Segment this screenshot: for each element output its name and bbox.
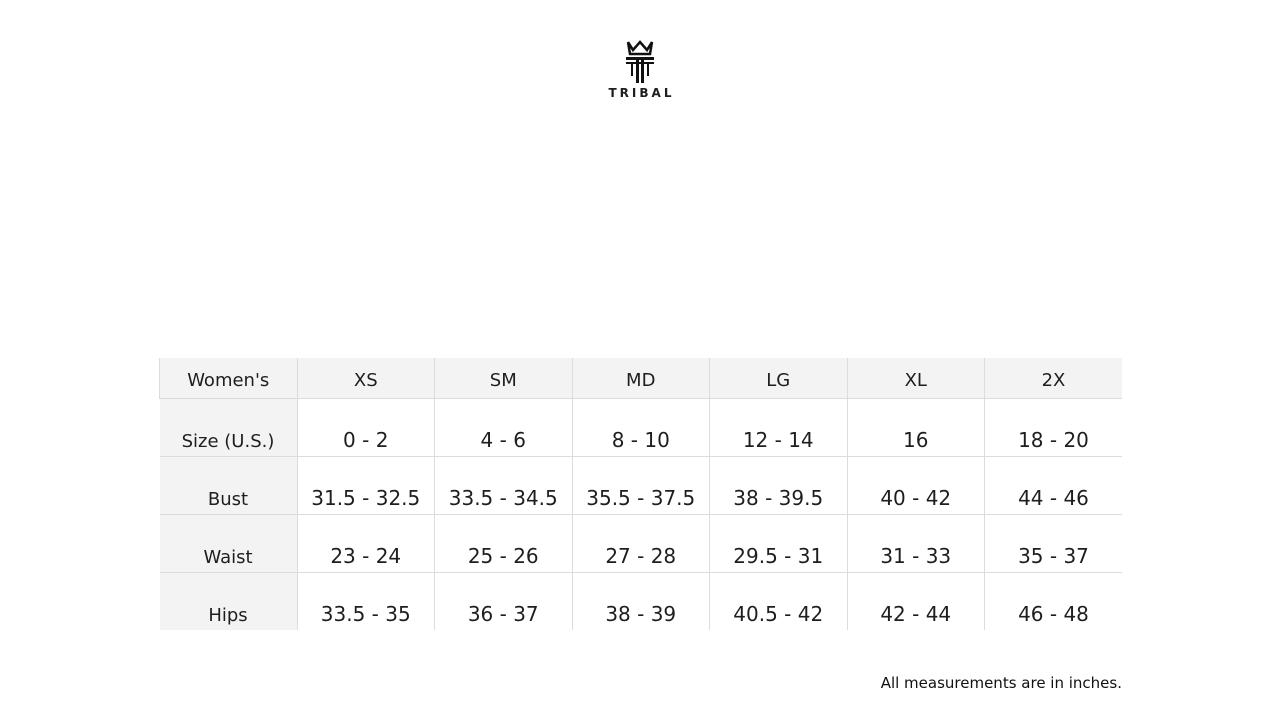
table-row: Hips 33.5 - 35 36 - 37 38 - 39 40.5 - 42 42 -… <box>159 572 1122 630</box>
table-cell: 31.5 - 32.5 <box>296 456 435 515</box>
table-cell: 4 - 6 <box>434 398 573 457</box>
row-label: Waist <box>159 514 298 573</box>
table-cell: 40.5 - 42 <box>709 572 848 630</box>
table-cell: 40 - 42 <box>846 456 985 515</box>
table-cell: 25 - 26 <box>434 514 573 573</box>
table-cell: 12 - 14 <box>709 398 848 457</box>
row-label: Size (U.S.) <box>159 398 298 457</box>
table-row: Waist 23 - 24 25 - 26 27 - 28 29.5 - 31 31 - … <box>159 514 1122 573</box>
table-cell: 33.5 - 34.5 <box>434 456 573 515</box>
table-cell: 0 - 2 <box>296 398 435 457</box>
table-cell: 31 - 33 <box>846 514 985 573</box>
header-size: LG <box>709 358 848 399</box>
table-cell: 35 - 37 <box>984 514 1122 573</box>
table-cell: 8 - 10 <box>571 398 710 457</box>
table-cell: 35.5 - 37.5 <box>571 456 710 515</box>
table-header-row: Women's XS SM MD LG XL 2X <box>159 358 1122 399</box>
table-cell: 16 <box>846 398 985 457</box>
header-size: SM <box>434 358 573 399</box>
table-cell: 33.5 - 35 <box>296 572 435 630</box>
row-label: Bust <box>159 456 298 515</box>
table-cell: 36 - 37 <box>434 572 573 630</box>
table-cell: 23 - 24 <box>296 514 435 573</box>
table-row: Bust 31.5 - 32.5 33.5 - 34.5 35.5 - 37.5 38 … <box>159 456 1122 515</box>
header-size: XL <box>846 358 985 399</box>
header-size: 2X <box>984 358 1122 399</box>
table-cell: 29.5 - 31 <box>709 514 848 573</box>
brand-name: TRIBAL <box>608 86 675 100</box>
header-size: MD <box>571 358 710 399</box>
table-cell: 46 - 48 <box>984 572 1122 630</box>
table-cell: 42 - 44 <box>846 572 985 630</box>
row-label: Hips <box>159 572 298 630</box>
table-cell: 44 - 46 <box>984 456 1122 515</box>
crown-t-logo-icon <box>626 40 654 83</box>
table-cell: 27 - 28 <box>571 514 710 573</box>
header-label: Women's <box>159 358 298 399</box>
table-cell: 38 - 39.5 <box>709 456 848 515</box>
table-cell: 38 - 39 <box>571 572 710 630</box>
measurement-note: All measurements are in inches. <box>880 674 1122 692</box>
brand-logo: TRIBAL <box>600 40 680 100</box>
header-size: XS <box>296 358 435 399</box>
table-cell: 18 - 20 <box>984 398 1122 457</box>
